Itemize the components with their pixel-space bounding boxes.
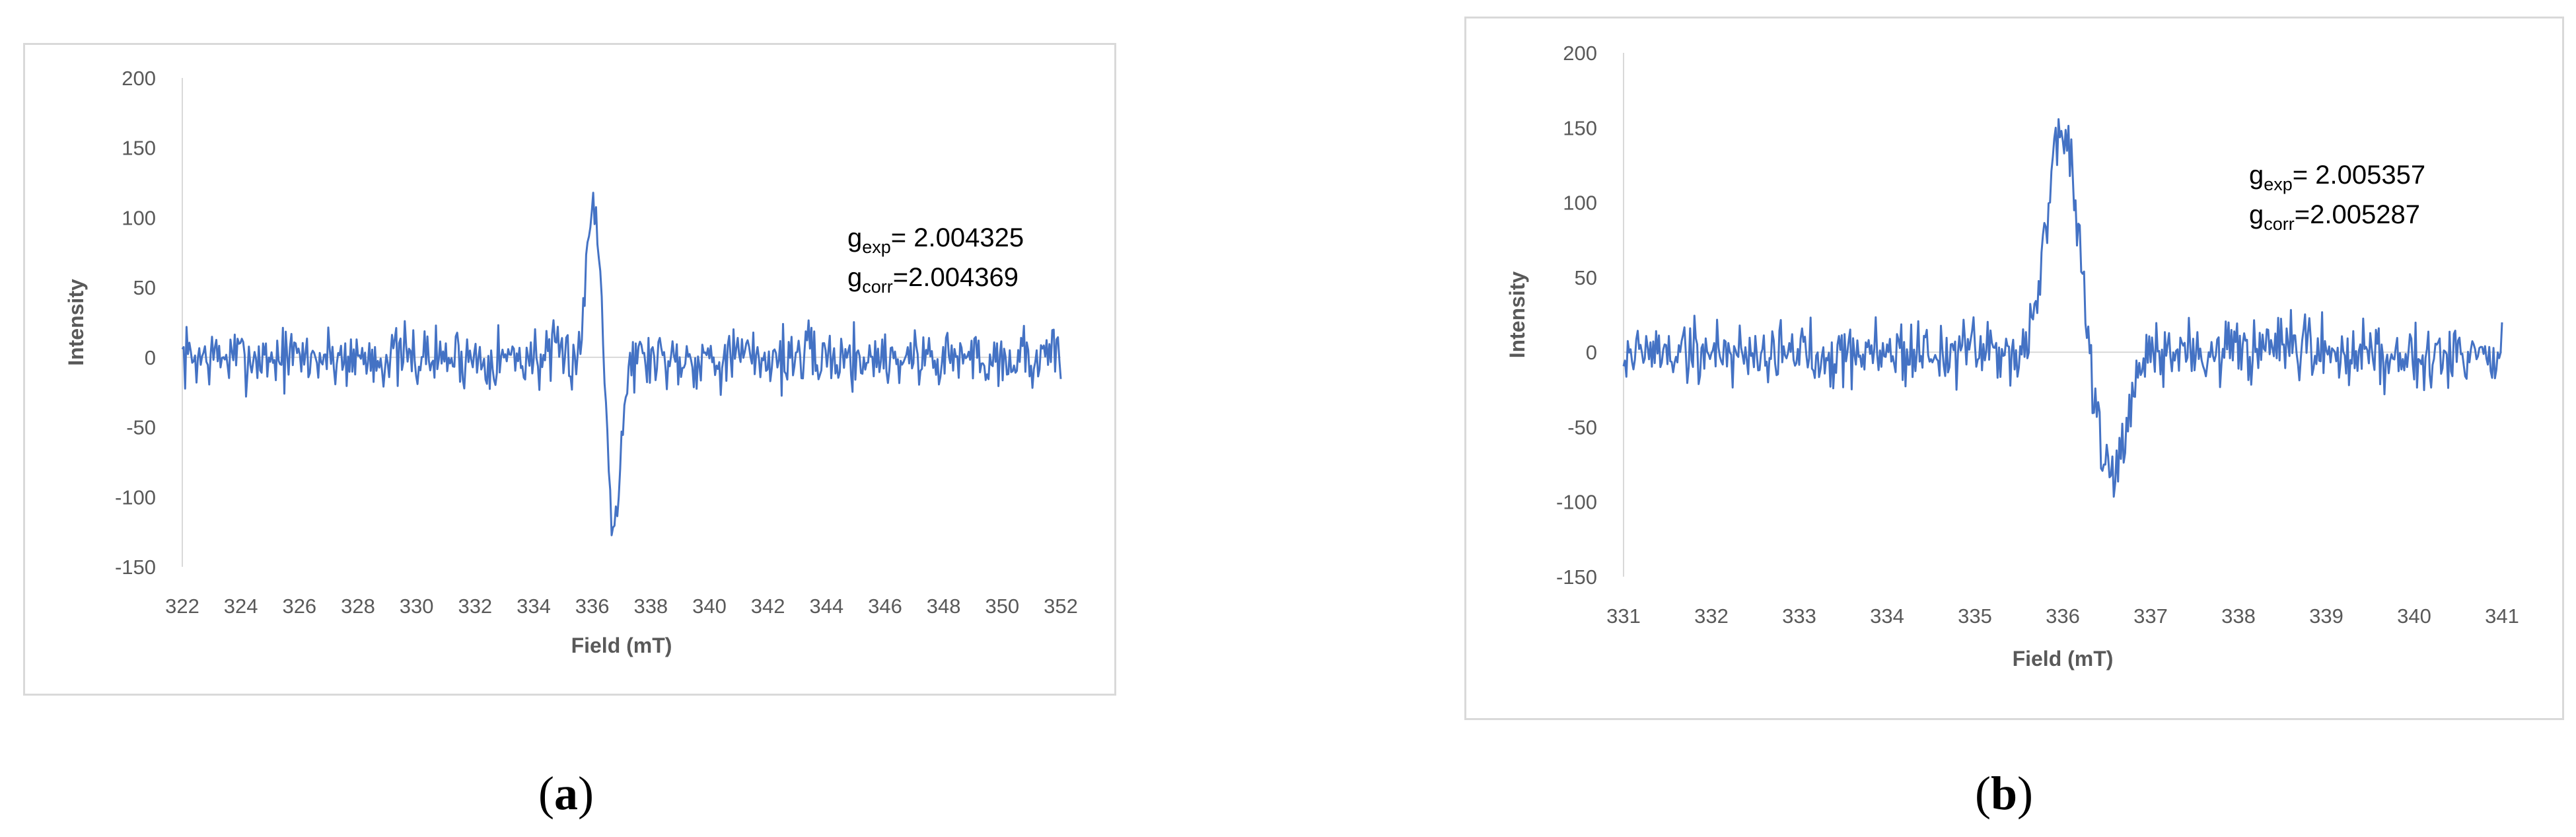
x-tick-label: 340 <box>692 595 727 618</box>
g-corr-symbol: g <box>847 263 862 292</box>
x-tick-label: 340 <box>2397 604 2431 628</box>
g-exp-annotation: gexp= 2.004325 <box>847 223 1024 257</box>
y-tick-label: -150 <box>115 556 156 579</box>
caption-a: (a) <box>538 767 594 820</box>
y-tick-label: 0 <box>145 346 156 369</box>
chart-b-svg: 200 150 100 50 0 -50 -100 -150 331 332 333 334 335 33… <box>1505 42 2519 671</box>
g-corr-symbol: g <box>2249 200 2264 229</box>
x-tick-label: 339 <box>2309 604 2343 628</box>
y-tick-label: 200 <box>122 67 156 90</box>
g-exp-annotation: gexp= 2.005357 <box>2249 161 2425 194</box>
x-tick-label: 331 <box>1606 604 1641 628</box>
y-tick-label: -50 <box>1567 416 1597 439</box>
x-tick-label: 322 <box>165 595 199 618</box>
spectrum-series-line <box>1622 118 2503 498</box>
x-tick-label: 334 <box>1870 604 1904 628</box>
x-tick-label: 338 <box>2221 604 2256 628</box>
chart-panel-a: 200 150 100 50 0 -50 -100 -150 322 324 326 328 330 33… <box>23 43 1116 696</box>
x-tick-label: 336 <box>575 595 610 618</box>
caption-a-letter: a <box>554 767 578 820</box>
g-exp-value: = 2.004325 <box>891 223 1024 252</box>
g-corr-subscript: corr <box>2264 214 2295 234</box>
x-axis-title: Field (mT) <box>2013 647 2114 671</box>
spectrum-series-line <box>181 192 1062 536</box>
chart-a-svg: 200 150 100 50 0 -50 -100 -150 322 324 326 328 330 33… <box>64 67 1078 657</box>
y-tick-label: 0 <box>1586 341 1597 364</box>
y-axis-title: Intensity <box>1505 272 1529 359</box>
g-corr-annotation: gcorr=2.005287 <box>2249 200 2420 234</box>
caption-b-letter: b <box>1990 767 2018 820</box>
x-tick-label: 328 <box>341 595 375 618</box>
chart-panel-b: 200 150 100 50 0 -50 -100 -150 331 332 333 334 335 33… <box>1464 17 2564 720</box>
g-exp-symbol: g <box>847 223 862 252</box>
x-tick-label: 332 <box>1694 604 1729 628</box>
y-tick-label: -50 <box>126 416 156 439</box>
x-tick-label: 326 <box>282 595 316 618</box>
g-exp-symbol: g <box>2249 161 2264 190</box>
x-tick-label: 341 <box>2485 604 2519 628</box>
g-corr-value: =2.004369 <box>893 263 1019 292</box>
x-tick-label: 333 <box>1782 604 1816 628</box>
caption-b: (b) <box>1975 767 2034 820</box>
g-exp-value: = 2.005357 <box>2293 161 2425 190</box>
x-tick-label: 332 <box>458 595 492 618</box>
y-tick-label: 150 <box>122 137 156 160</box>
x-tick-label: 324 <box>224 595 258 618</box>
g-corr-annotation: gcorr=2.004369 <box>847 263 1019 297</box>
y-axis-title: Intensity <box>64 279 88 366</box>
x-tick-label: 338 <box>633 595 668 618</box>
x-tick-label: 346 <box>868 595 902 618</box>
x-axis-title: Field (mT) <box>571 634 672 657</box>
y-tick-label: 150 <box>1563 116 1597 139</box>
y-tick-label: 100 <box>122 206 156 229</box>
x-tick-label: 336 <box>2046 604 2080 628</box>
x-tick-label: 342 <box>751 595 785 618</box>
x-tick-label: 330 <box>400 595 434 618</box>
y-tick-label: -100 <box>115 486 156 509</box>
x-tick-label: 352 <box>1044 595 1078 618</box>
y-tick-label: -100 <box>1556 491 1597 514</box>
x-tick-label: 335 <box>1958 604 1992 628</box>
y-tick-label: -150 <box>1556 565 1597 589</box>
y-tick-label: 100 <box>1563 192 1597 215</box>
g-corr-subscript: corr <box>862 277 893 297</box>
x-tick-label: 344 <box>809 595 843 618</box>
x-tick-label: 337 <box>2133 604 2168 628</box>
x-tick-label: 348 <box>927 595 961 618</box>
y-tick-label: 50 <box>133 276 156 299</box>
g-corr-value: =2.005287 <box>2295 200 2420 229</box>
y-tick-label: 50 <box>1575 266 1597 289</box>
g-exp-subscript: exp <box>862 237 891 257</box>
g-exp-subscript: exp <box>2264 174 2293 194</box>
x-tick-label: 334 <box>517 595 551 618</box>
y-tick-label: 200 <box>1563 42 1597 65</box>
x-tick-label: 350 <box>985 595 1019 618</box>
